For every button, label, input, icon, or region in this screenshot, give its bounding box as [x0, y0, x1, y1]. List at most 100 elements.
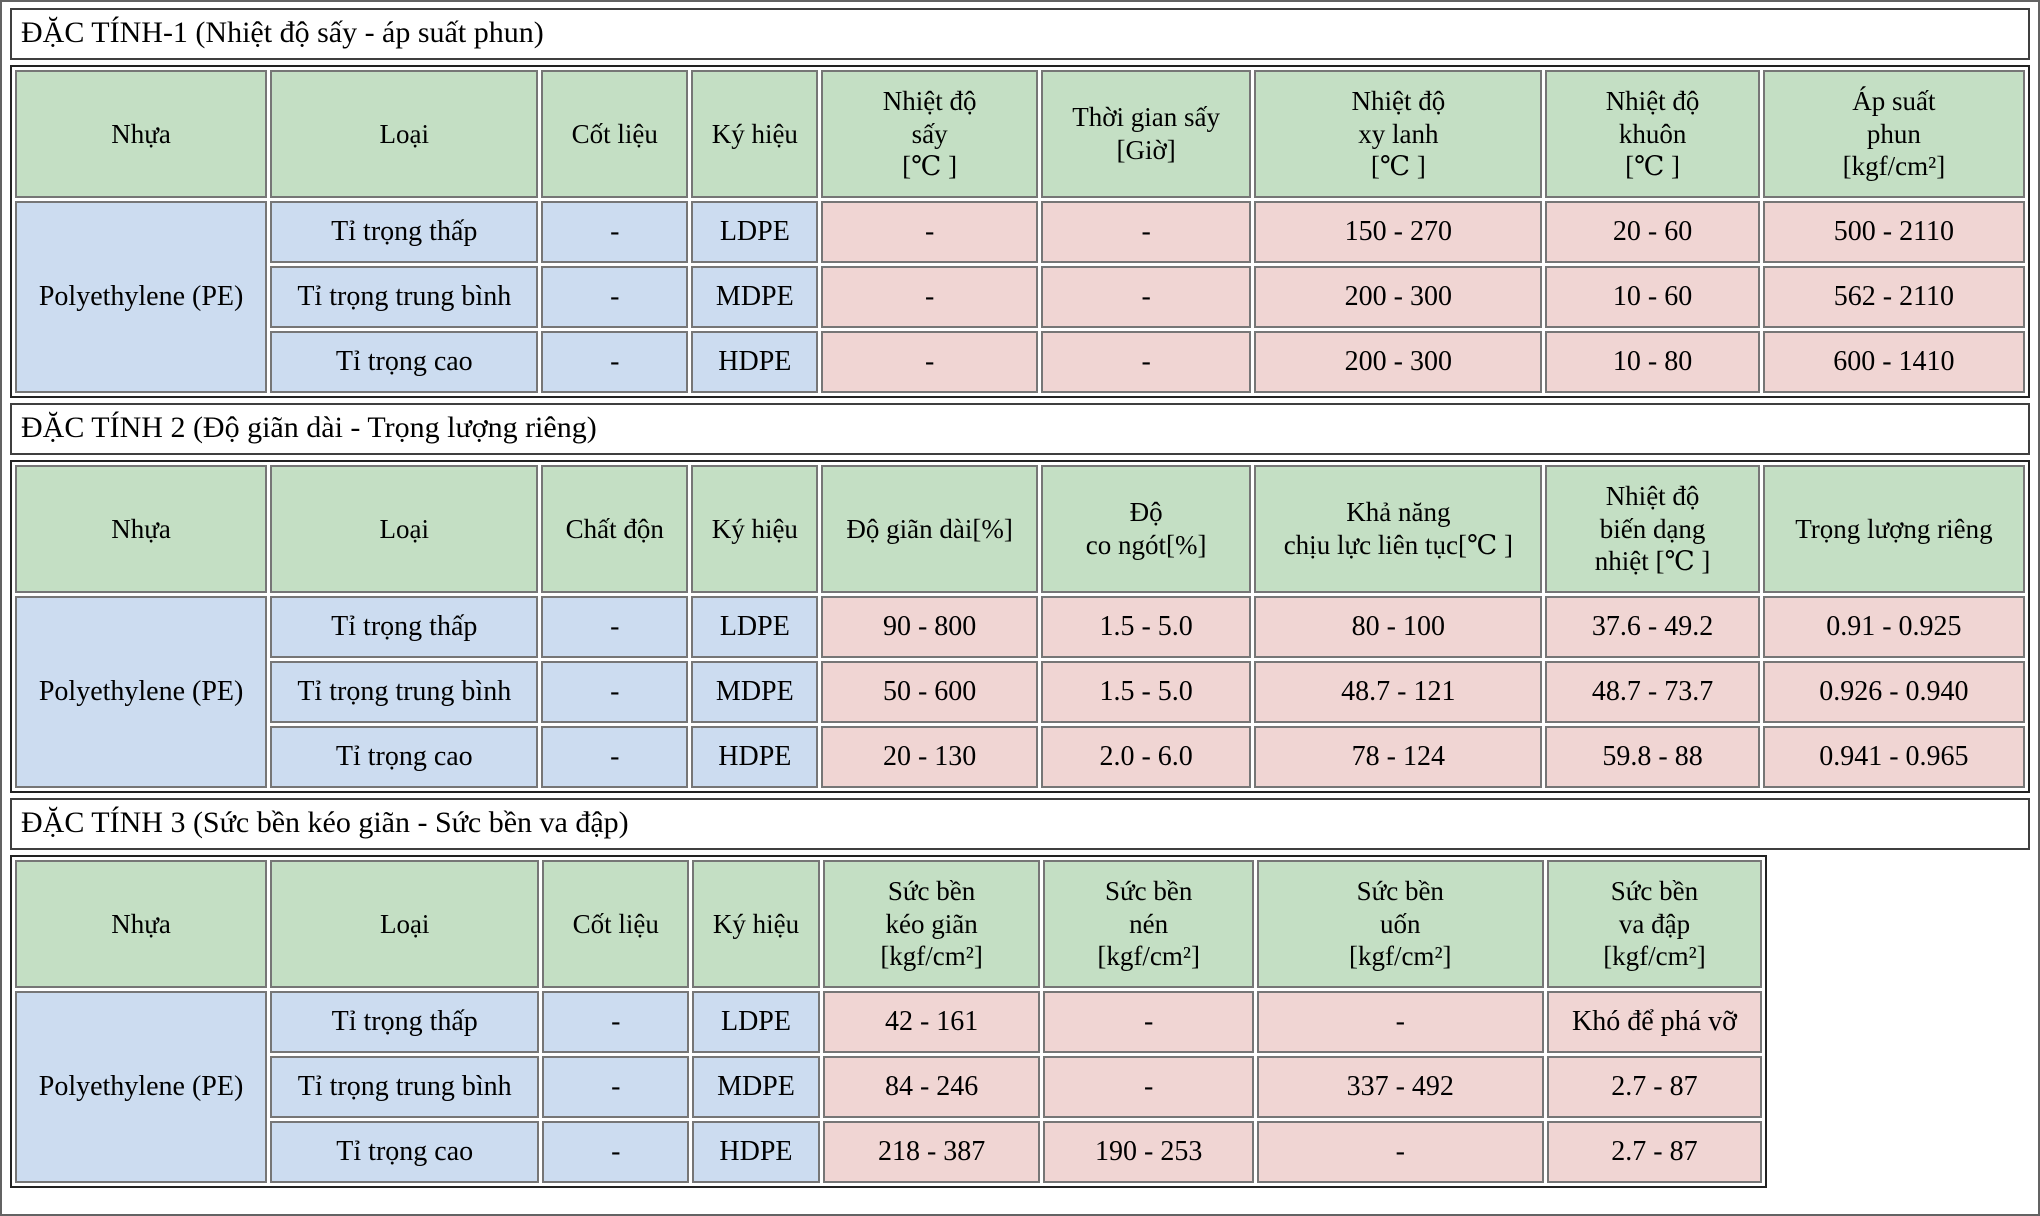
- value-cell: 84 - 246: [822, 1056, 1041, 1118]
- value-cell: 0.941 - 0.965: [1762, 726, 2025, 788]
- symbol-cell: LDPE: [691, 596, 819, 658]
- value-cell: 50 - 600: [821, 661, 1038, 723]
- filler-cell: -: [541, 661, 689, 723]
- col-header-cell: Khả năng chịu lực liên tục[℃ ]: [1254, 465, 1543, 593]
- col-header-cell: Ký hiệu: [691, 465, 819, 593]
- col-header-cell: Ký hiệu: [692, 860, 820, 988]
- table-row: Tỉ trọng cao - HDPE - - 200 - 300 10 - 8…: [15, 331, 2025, 393]
- symbol-cell: MDPE: [692, 1056, 820, 1118]
- col-header-cell: Loại: [270, 465, 539, 593]
- value-cell: 48.7 - 121: [1254, 661, 1543, 723]
- resin-cell: Polyethylene (PE): [15, 991, 268, 1183]
- col-header-cell: Nhiệt độ sấy [℃ ]: [821, 70, 1038, 198]
- symbol-cell: MDPE: [691, 661, 819, 723]
- header-row: Nhựa Loại Cốt liệu Ký hiệu Nhiệt độ sấy …: [15, 70, 2025, 198]
- header-row: Nhựa Loại Cốt liệu Ký hiệu Sức bền kéo g…: [15, 860, 1763, 988]
- col-header-cell: Sức bền uốn [kgf/cm²]: [1256, 860, 1544, 988]
- type-cell: Tỉ trọng cao: [270, 331, 539, 393]
- symbol-cell: HDPE: [692, 1121, 820, 1183]
- value-cell: 500 - 2110: [1762, 201, 2025, 263]
- col-header-cell: Nhiệt độ biến dạng nhiệt [℃ ]: [1545, 465, 1760, 593]
- value-cell: 2.0 - 6.0: [1040, 726, 1252, 788]
- col-header-cell: Cốt liệu: [541, 70, 689, 198]
- type-cell: Tỉ trọng trung bình: [270, 266, 539, 328]
- properties-table-1: Nhựa Loại Cốt liệu Ký hiệu Nhiệt độ sấy …: [10, 65, 2030, 398]
- value-cell: 20 - 60: [1545, 201, 1760, 263]
- value-cell: 48.7 - 73.7: [1545, 661, 1760, 723]
- value-cell: 1.5 - 5.0: [1040, 596, 1252, 658]
- type-cell: Tỉ trọng cao: [270, 1121, 540, 1183]
- type-cell: Tỉ trọng thấp: [270, 991, 540, 1053]
- value-cell: -: [1040, 266, 1252, 328]
- type-cell: Tỉ trọng trung bình: [270, 661, 539, 723]
- value-cell: 218 - 387: [822, 1121, 1041, 1183]
- type-cell: Tỉ trọng thấp: [270, 596, 539, 658]
- section-dac-tinh-3: ĐẶC TÍNH 3 (Sức bền kéo giãn - Sức bền v…: [10, 798, 2030, 1188]
- properties-table-3: Nhựa Loại Cốt liệu Ký hiệu Sức bền kéo g…: [10, 855, 1768, 1188]
- resin-cell: Polyethylene (PE): [15, 596, 268, 788]
- value-cell: 10 - 60: [1545, 266, 1760, 328]
- col-header-cell: Nhựa: [15, 70, 268, 198]
- value-cell: -: [821, 331, 1038, 393]
- table-row: Tỉ trọng cao - HDPE 20 - 130 2.0 - 6.0 7…: [15, 726, 2025, 788]
- col-header-cell: Nhựa: [15, 465, 268, 593]
- value-cell: 42 - 161: [822, 991, 1041, 1053]
- value-cell: 80 - 100: [1254, 596, 1543, 658]
- table-row: Polyethylene (PE) Tỉ trọng thấp - LDPE 9…: [15, 596, 2025, 788]
- section-title: ĐẶC TÍNH 3 (Sức bền kéo giãn - Sức bền v…: [10, 798, 2030, 850]
- value-cell: -: [821, 201, 1038, 263]
- filler-cell: -: [542, 1121, 690, 1183]
- col-header-cell: Sức bền nén [kgf/cm²]: [1043, 860, 1254, 988]
- value-cell: -: [1043, 1056, 1254, 1118]
- col-header-cell: Thời gian sấy [Giờ]: [1040, 70, 1252, 198]
- value-cell: 20 - 130: [821, 726, 1038, 788]
- col-header-cell: Cốt liệu: [542, 860, 690, 988]
- resin-cell: Polyethylene (PE): [15, 201, 268, 393]
- col-header-cell: Độ giãn dài[%]: [821, 465, 1038, 593]
- filler-cell: -: [541, 726, 689, 788]
- col-header-cell: Ký hiệu: [691, 70, 819, 198]
- value-cell: 150 - 270: [1254, 201, 1543, 263]
- value-cell: -: [1040, 201, 1252, 263]
- value-cell: 2.7 - 87: [1546, 1121, 1763, 1183]
- table-row: Tỉ trọng trung bình - MDPE - - 200 - 300…: [15, 266, 2025, 328]
- value-cell: -: [1256, 991, 1544, 1053]
- value-cell: -: [1043, 991, 1254, 1053]
- symbol-cell: HDPE: [691, 331, 819, 393]
- filler-cell: -: [541, 596, 689, 658]
- col-header-cell: Độ co ngót[%]: [1040, 465, 1252, 593]
- col-header-cell: Nhiệt độ xy lanh [℃ ]: [1254, 70, 1543, 198]
- value-cell: Khó để phá vỡ: [1546, 991, 1763, 1053]
- symbol-cell: HDPE: [691, 726, 819, 788]
- value-cell: 200 - 300: [1254, 266, 1543, 328]
- col-header-cell: Loại: [270, 860, 540, 988]
- type-cell: Tỉ trọng trung bình: [270, 1056, 540, 1118]
- type-cell: Tỉ trọng thấp: [270, 201, 539, 263]
- value-cell: 1.5 - 5.0: [1040, 661, 1252, 723]
- table-row: Tỉ trọng trung bình - MDPE 50 - 600 1.5 …: [15, 661, 2025, 723]
- value-cell: 37.6 - 49.2: [1545, 596, 1760, 658]
- filler-cell: -: [541, 331, 689, 393]
- value-cell: 59.8 - 88: [1545, 726, 1760, 788]
- type-cell: Tỉ trọng cao: [270, 726, 539, 788]
- value-cell: -: [1256, 1121, 1544, 1183]
- section-dac-tinh-2: ĐẶC TÍNH 2 (Độ giãn dài - Trọng lượng ri…: [10, 403, 2030, 793]
- value-cell: 2.7 - 87: [1546, 1056, 1763, 1118]
- value-cell: 90 - 800: [821, 596, 1038, 658]
- col-header-cell: Trọng lượng riêng: [1762, 465, 2025, 593]
- filler-cell: -: [542, 991, 690, 1053]
- value-cell: 78 - 124: [1254, 726, 1543, 788]
- symbol-cell: LDPE: [692, 991, 820, 1053]
- table-row: Tỉ trọng trung bình - MDPE 84 - 246 - 33…: [15, 1056, 1763, 1118]
- section-title: ĐẶC TÍNH-1 (Nhiệt độ sấy - áp suất phun): [10, 8, 2030, 60]
- col-header-cell: Chất độn: [541, 465, 689, 593]
- col-header-cell: Nhựa: [15, 860, 268, 988]
- section-title: ĐẶC TÍNH 2 (Độ giãn dài - Trọng lượng ri…: [10, 403, 2030, 455]
- filler-cell: -: [541, 266, 689, 328]
- value-cell: 600 - 1410: [1762, 331, 2025, 393]
- value-cell: 562 - 2110: [1762, 266, 2025, 328]
- filler-cell: -: [541, 201, 689, 263]
- col-header-cell: Loại: [270, 70, 539, 198]
- value-cell: -: [1040, 331, 1252, 393]
